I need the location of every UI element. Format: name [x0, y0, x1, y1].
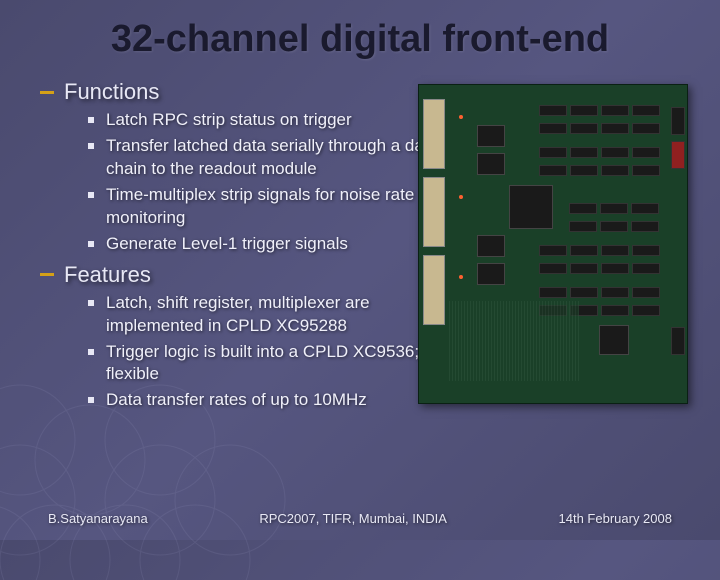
square-bullet-icon	[88, 397, 94, 403]
square-bullet-icon	[88, 192, 94, 198]
square-bullet-icon	[88, 349, 94, 355]
ic-chip	[599, 325, 629, 355]
square-bullet-icon	[88, 241, 94, 247]
slide-footer: B.Satyanarayana RPC2007, TIFR, Mumbai, I…	[0, 511, 720, 526]
connector	[423, 255, 445, 325]
ic-chip	[477, 125, 505, 147]
footer-date: 14th February 2008	[559, 511, 672, 526]
square-bullet-icon	[88, 300, 94, 306]
list-item: Latch RPC strip status on trigger	[88, 109, 448, 132]
pcb-traces	[449, 301, 579, 381]
list-item: Latch, shift register, multiplexer are i…	[88, 292, 448, 338]
dash-icon	[40, 91, 54, 94]
features-list: Latch, shift register, multiplexer are i…	[88, 292, 448, 413]
square-bullet-icon	[88, 117, 94, 123]
ic-chip	[477, 263, 505, 285]
footer-venue: RPC2007, TIFR, Mumbai, INDIA	[259, 511, 447, 526]
connector	[671, 107, 685, 135]
list-item: Time-multiplex strip signals for noise r…	[88, 184, 448, 230]
section-label: Features	[64, 262, 151, 288]
cpld-chip	[509, 185, 553, 229]
list-item: Trigger logic is built into a CPLD XC953…	[88, 341, 448, 387]
slide-title: 32-channel digital front-end	[0, 0, 720, 73]
functions-list: Latch RPC strip status on trigger Transf…	[88, 109, 448, 256]
connector	[671, 327, 685, 355]
pcb-photo	[418, 84, 688, 404]
ic-chip	[477, 235, 505, 257]
list-item: Data transfer rates of up to 10MHz	[88, 389, 448, 412]
connector	[423, 177, 445, 247]
connector	[423, 99, 445, 169]
section-label: Functions	[64, 79, 159, 105]
square-bullet-icon	[88, 143, 94, 149]
dash-icon	[40, 273, 54, 276]
list-item: Transfer latched data serially through a…	[88, 135, 448, 181]
ic-chip	[477, 153, 505, 175]
list-item: Generate Level-1 trigger signals	[88, 233, 448, 256]
connector	[671, 141, 685, 169]
footer-author: B.Satyanarayana	[48, 511, 148, 526]
